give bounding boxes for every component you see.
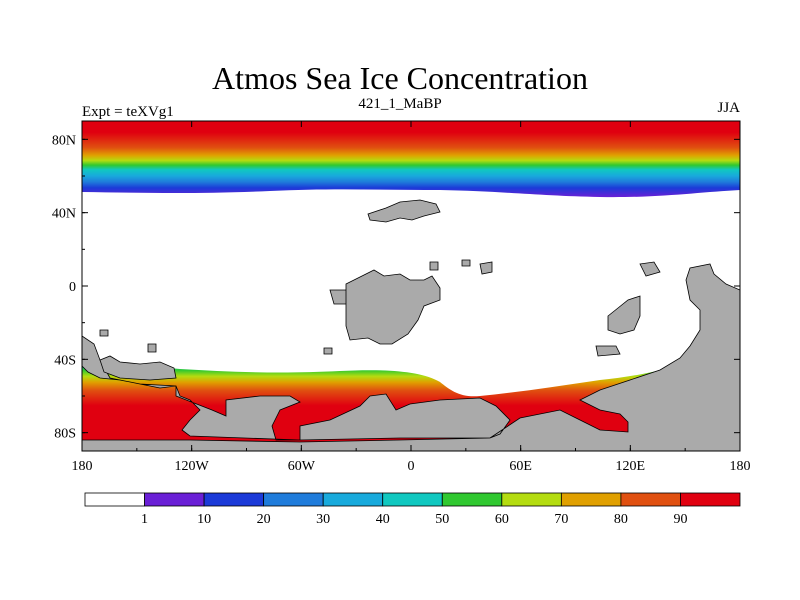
land-masses: [82, 199, 740, 451]
season-label: JJA: [717, 100, 740, 116]
map-field: [82, 121, 740, 451]
colorbar-box: [560, 492, 622, 507]
lon-tick-label: 180: [730, 459, 751, 474]
colorbar-label: 90: [673, 512, 687, 527]
colorbar-box: [382, 492, 443, 507]
colorbar-box: [263, 492, 324, 507]
colorbar-box: [501, 492, 562, 507]
lon-tick-label: 180: [72, 459, 93, 474]
colorbar-label: 1: [141, 512, 148, 527]
island-land: [99, 259, 661, 357]
colorbar-label: 30: [316, 512, 330, 527]
lon-tick-label: 120E: [616, 459, 646, 474]
lon-tick-label: 60E: [509, 459, 532, 474]
experiment-label: Expt = teXVg1: [82, 104, 174, 120]
colorbar-box: [680, 492, 741, 507]
colorbar-box: [84, 492, 145, 507]
lat-tick-label: 40S: [54, 353, 76, 368]
colorbar-box: [322, 492, 384, 507]
lon-tick-label: 120W: [175, 459, 210, 474]
plot-title: Atmos Sea Ice Concentration: [212, 60, 588, 96]
lat-tick-label: 80N: [52, 133, 76, 148]
colorbar-box: [144, 492, 205, 507]
lat-tick-label: 80S: [54, 427, 76, 442]
axis-layer: 180 120W 60W 0 60E 120E 180 80N 40N 0 40S 80S: [52, 121, 751, 474]
lon-tick-label: 0: [408, 459, 415, 474]
plot-subtitle: 421_1_MaBP: [358, 96, 442, 112]
lon-tick-label: 60W: [288, 459, 316, 474]
colorbar: 1 10 20 30 40 50 60 70 80 90: [84, 492, 741, 527]
colorbar-label: 70: [554, 512, 568, 527]
antarctica-land: [82, 263, 740, 451]
colorbar-label: 80: [614, 512, 628, 527]
south-america-land: [99, 355, 177, 381]
colorbar-label: 50: [435, 512, 449, 527]
asia-land: [367, 199, 441, 223]
lat-tick-label: 0: [69, 280, 76, 295]
colorbar-label: 60: [495, 512, 509, 527]
arctic-sea-ice: [82, 121, 740, 198]
colorbar-label: 40: [376, 512, 390, 527]
colorbar-box: [620, 492, 681, 507]
colorbar-box: [203, 492, 265, 507]
colorbar-label: 10: [197, 512, 211, 527]
colorbar-label: 20: [257, 512, 271, 527]
colorbar-box: [441, 492, 503, 507]
africa-land: [329, 269, 441, 345]
australia-land: [607, 295, 641, 335]
lat-tick-label: 40N: [52, 207, 76, 222]
